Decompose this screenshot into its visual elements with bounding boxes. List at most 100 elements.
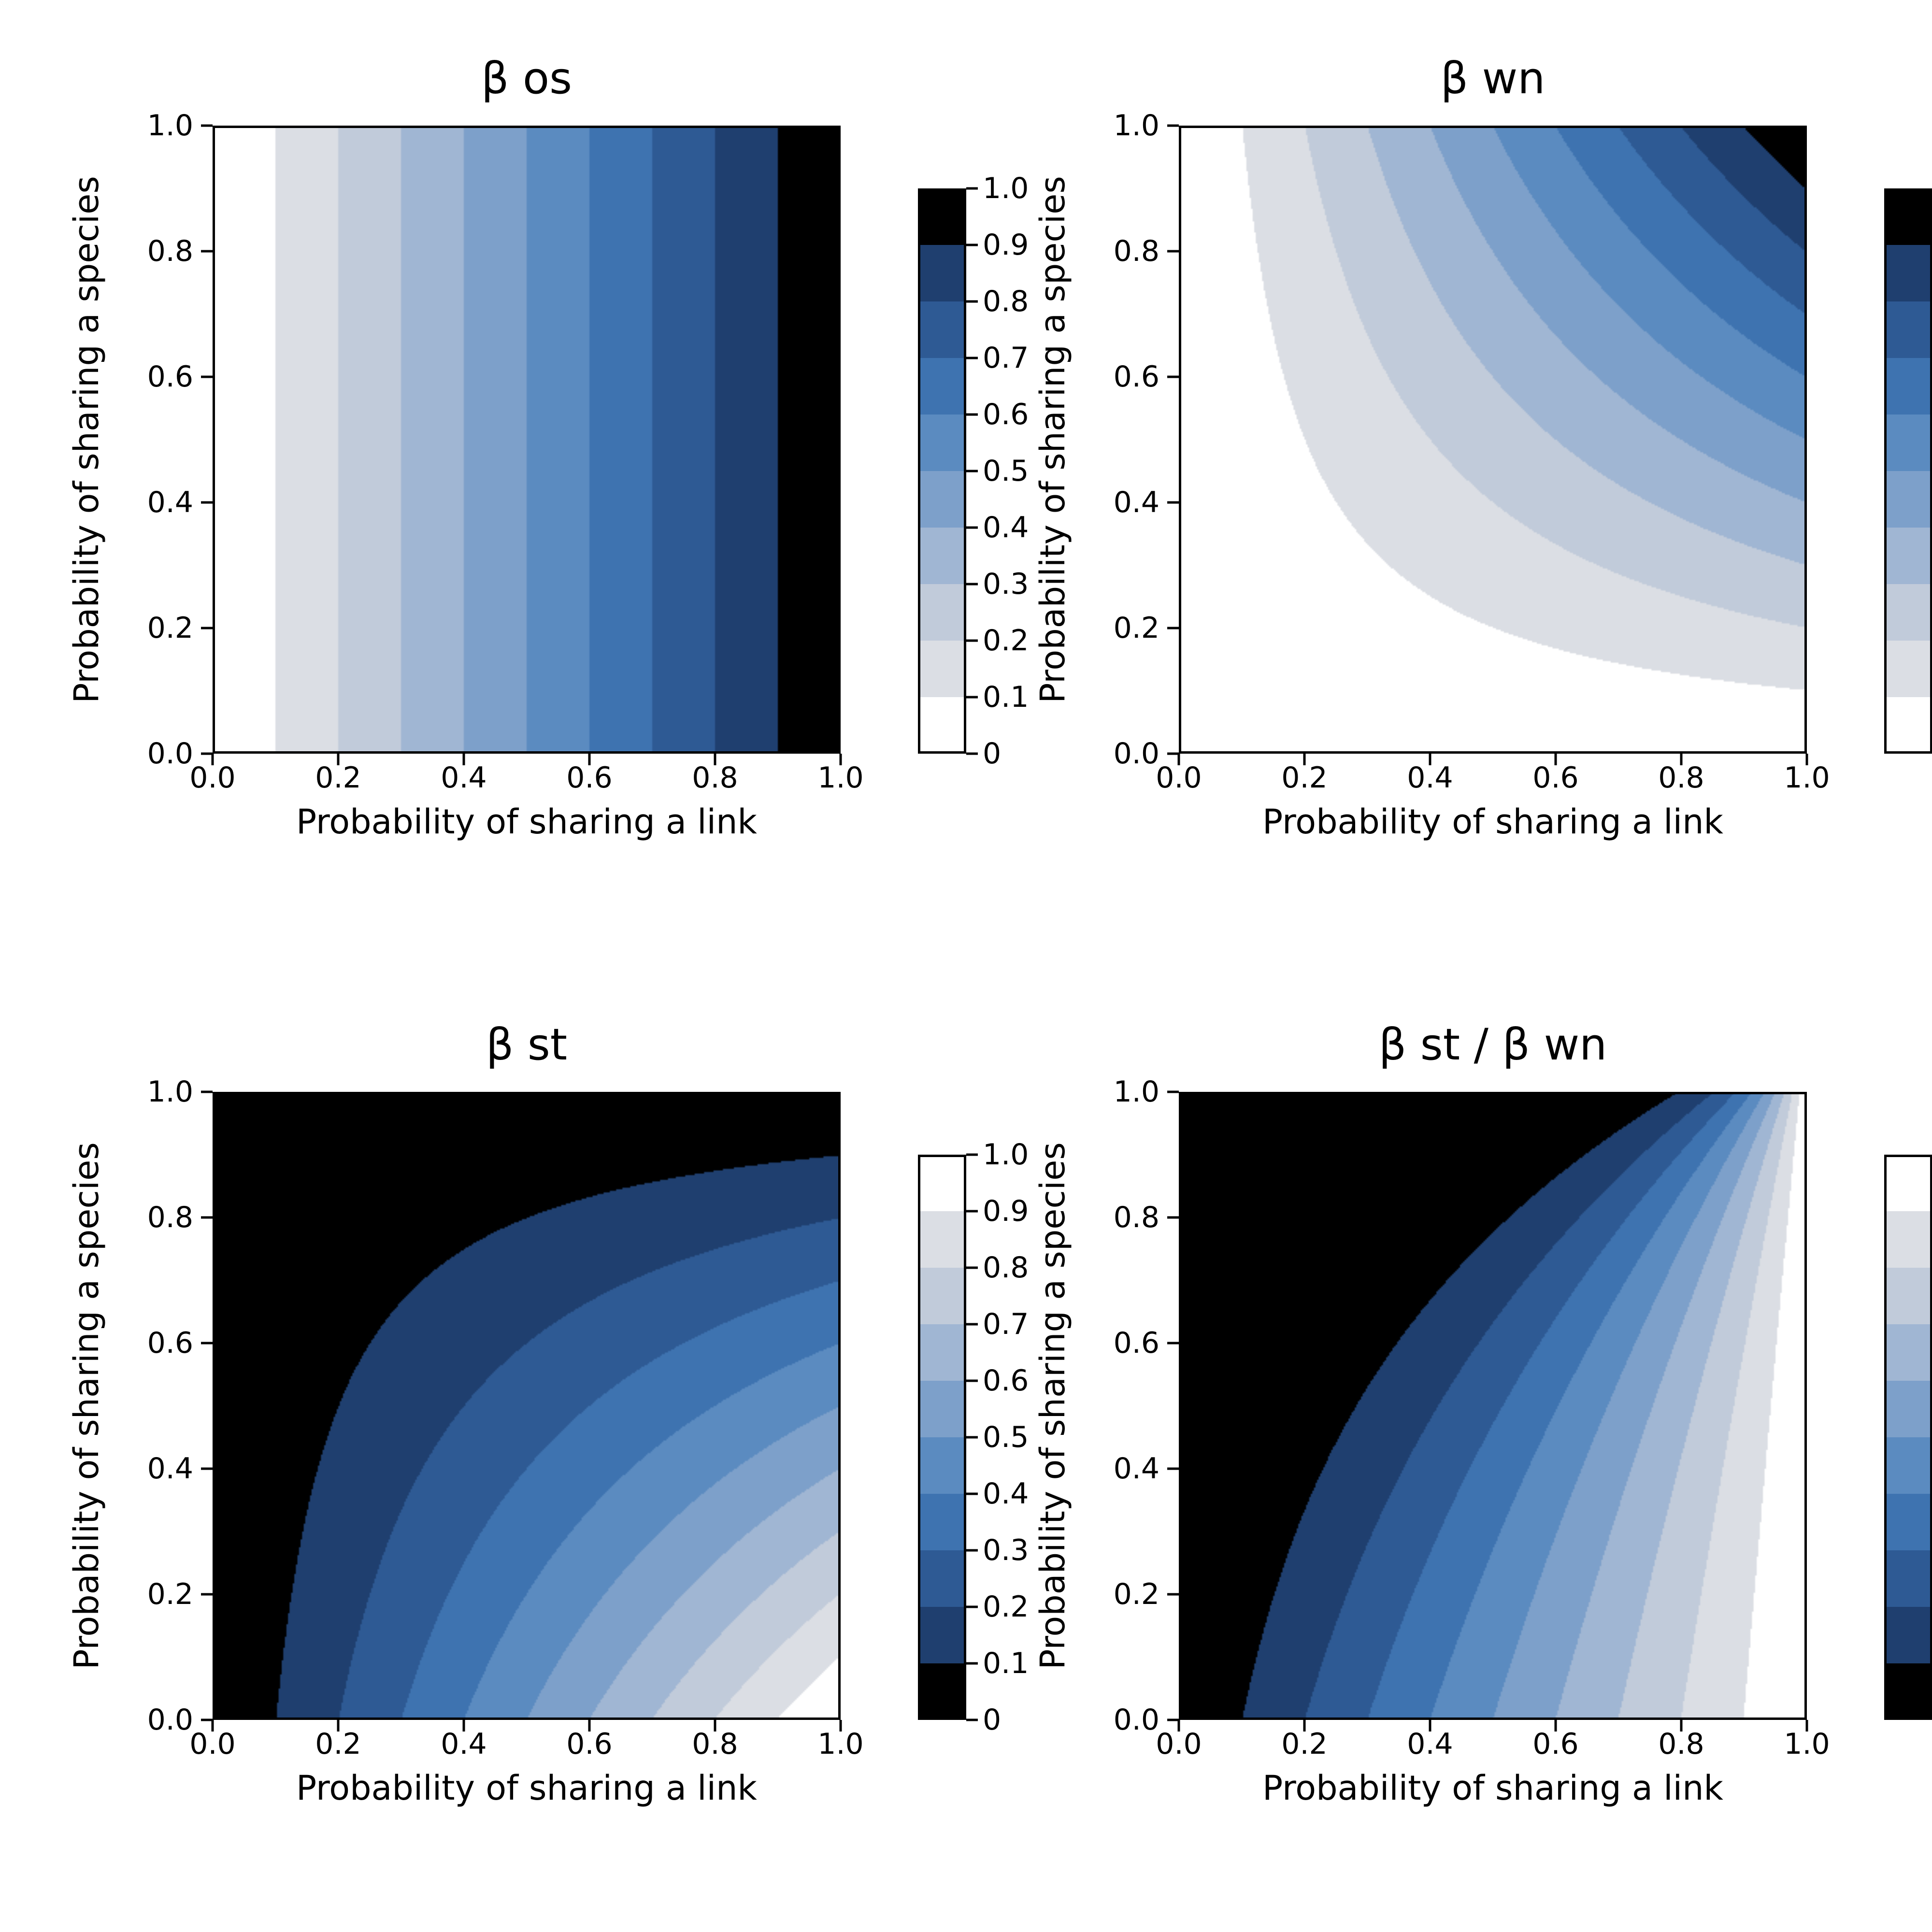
colorbar-tick-label: 0.8 [983, 1251, 1029, 1285]
colorbar-tick [966, 1380, 978, 1382]
colorbar: 00.10.20.30.40.50.60.70.80.91.0 [1884, 188, 1932, 754]
x-tick-label: 0.0 [1156, 761, 1202, 795]
x-tick-label: 1.0 [1784, 761, 1830, 795]
colorbar-tick-label: 0.7 [983, 341, 1029, 375]
plot-area: 0.00.20.40.60.81.00.00.20.40.60.81.0Prob… [1179, 1092, 1807, 1720]
y-tick-label: 0.8 [1114, 1201, 1159, 1234]
colorbar-tick-label: 0.5 [983, 454, 1029, 488]
colorbar-segment [918, 1211, 966, 1268]
colorbar-segment [1884, 697, 1932, 754]
figure: β os 0.00.20.40.60.81.00.00.20.40.60.81.… [0, 0, 1932, 1932]
colorbar-tick-label: 0.7 [983, 1307, 1029, 1341]
colorbar-segment [1884, 358, 1932, 415]
colorbar-tick [966, 753, 978, 755]
colorbar-tick-label: 0.3 [983, 1533, 1029, 1567]
colorbar-segment [1884, 584, 1932, 641]
y-tick-label: 1.0 [147, 109, 193, 143]
colorbar-tick [966, 414, 978, 416]
colorbar-segment [1884, 1381, 1932, 1437]
colorbar-segment [918, 1550, 966, 1607]
x-tick-label: 0.4 [1407, 761, 1453, 795]
y-tick [1167, 376, 1179, 378]
colorbar-tick-label: 0.3 [983, 567, 1029, 601]
panel-beta-st: β st 0.00.20.40.60.81.00.00.20.40.60.81.… [213, 1092, 841, 1720]
x-tick-label: 1.0 [817, 1727, 863, 1761]
y-tick [201, 125, 213, 127]
x-tick-label: 0.6 [1532, 1727, 1578, 1761]
colorbar-segment [1884, 1550, 1932, 1607]
plot-area: 0.00.20.40.60.81.00.00.20.40.60.81.0Prob… [1179, 126, 1807, 754]
colorbar-segment [1884, 1494, 1932, 1550]
colorbar-segment [1884, 245, 1932, 301]
y-tick-label: 1.0 [147, 1075, 193, 1109]
colorbar-segment [918, 641, 966, 697]
colorbar-segment [1884, 415, 1932, 471]
colorbar-tick [966, 1719, 978, 1721]
colorbar-tick [966, 470, 978, 472]
colorbar-segment [918, 1268, 966, 1324]
colorbar-segment [918, 1607, 966, 1663]
y-tick [201, 627, 213, 630]
colorbar-segment [918, 188, 966, 245]
colorbar-segment [1884, 1268, 1932, 1324]
colorbar-tick [966, 1549, 978, 1552]
y-tick-label: 0.2 [147, 1577, 193, 1611]
colorbar-segment [1884, 1155, 1932, 1211]
y-tick-label: 0.0 [1114, 1703, 1159, 1737]
y-tick [1167, 1342, 1179, 1345]
y-tick-label: 0.0 [147, 737, 193, 771]
y-tick [201, 1342, 213, 1345]
colorbar-segment [918, 1663, 966, 1720]
colorbar-tick [966, 696, 978, 699]
colorbar-tick [966, 301, 978, 303]
colorbar-segment [1884, 471, 1932, 528]
panel-beta-os: β os 0.00.20.40.60.81.00.00.20.40.60.81.… [213, 126, 841, 754]
colorbar-segment [1884, 1607, 1932, 1663]
y-tick [1167, 501, 1179, 504]
y-tick-label: 0.8 [147, 234, 193, 268]
y-tick [201, 1593, 213, 1596]
colorbar-tick-label: 1.0 [983, 1138, 1029, 1172]
colorbar-tick-label: 0.6 [983, 398, 1029, 431]
panel-beta-wn: β wn 0.00.20.40.60.81.00.00.20.40.60.81.… [1179, 126, 1807, 754]
colorbar-segment [918, 471, 966, 528]
plot-area: 0.00.20.40.60.81.00.00.20.40.60.81.0Prob… [213, 126, 841, 754]
colorbar-tick [966, 1436, 978, 1439]
colorbar-tick [966, 187, 978, 190]
y-tick-label: 0.2 [147, 611, 193, 645]
x-tick-label: 0.2 [1281, 1727, 1327, 1761]
y-tick [1167, 753, 1179, 755]
panel-title: β wn [1179, 53, 1807, 104]
colorbar-tick-label: 0.8 [983, 285, 1029, 318]
x-axis-label: Probability of sharing a link [296, 1768, 757, 1808]
x-tick-label: 0.8 [692, 1727, 738, 1761]
x-tick-label: 0.8 [1658, 1727, 1704, 1761]
y-tick-label: 0.2 [1114, 1577, 1159, 1611]
colorbar-segment [1884, 641, 1932, 697]
colorbar-tick [966, 1210, 978, 1213]
y-axis-label: Probability of sharing a species [1033, 1142, 1073, 1670]
x-tick-label: 1.0 [817, 761, 863, 795]
colorbar-tick [966, 527, 978, 529]
contourf-beta-wn [1179, 126, 1807, 754]
colorbar-tick-label: 0.9 [983, 228, 1029, 262]
x-tick-label: 0.0 [1156, 1727, 1202, 1761]
panel-beta-st-over-wn: β st / β wn 0.00.20.40.60.81.00.00.20.40… [1179, 1092, 1807, 1720]
x-axis-label: Probability of sharing a link [296, 802, 757, 842]
y-tick [1167, 1091, 1179, 1093]
colorbar-tick-label: 0.1 [983, 1646, 1029, 1680]
y-axis-label: Probability of sharing a species [67, 1142, 106, 1670]
y-tick [1167, 250, 1179, 253]
colorbar-tick [966, 357, 978, 359]
y-tick-label: 0.8 [147, 1201, 193, 1234]
y-tick [1167, 125, 1179, 127]
y-tick [201, 501, 213, 504]
colorbar-segment [918, 528, 966, 584]
colorbar: 00.10.20.30.40.50.60.70.80.91.0 [1884, 1155, 1932, 1720]
y-tick-label: 1.0 [1114, 1075, 1159, 1109]
panel-title: β st / β wn [1179, 1019, 1807, 1070]
y-tick [1167, 1593, 1179, 1596]
y-tick [1167, 627, 1179, 630]
y-axis-label: Probability of sharing a species [67, 176, 106, 703]
plot-area: 0.00.20.40.60.81.00.00.20.40.60.81.0Prob… [213, 1092, 841, 1720]
